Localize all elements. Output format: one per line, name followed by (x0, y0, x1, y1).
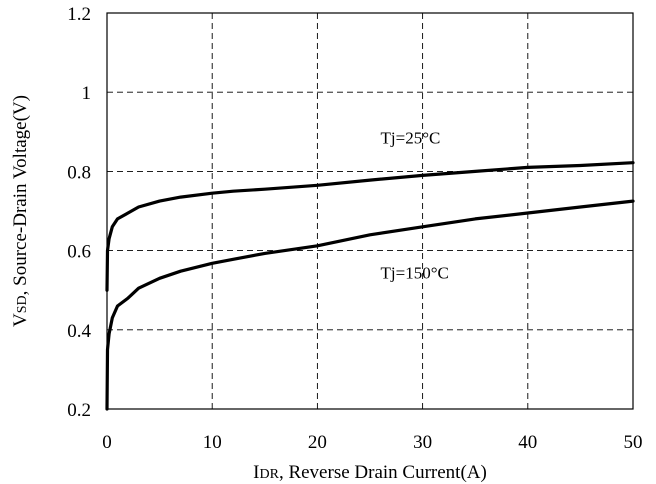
series-line-1 (105, 161, 635, 292)
x-tick-label: 0 (102, 432, 112, 453)
series-layer (105, 161, 635, 411)
tick-labels: 0 10 20 30 40 50 0.2 0.4 0.6 0.8 1 1.2 (67, 4, 642, 453)
x-axis-label: IDR, Reverse Drain Current(A) (253, 462, 487, 483)
y-tick-label: 1 (82, 83, 92, 104)
curve-label-2: Tj=150°C (381, 263, 449, 282)
y-tick-label: 0.2 (67, 400, 91, 421)
series-line-2 (105, 199, 635, 411)
y-tick-label: 0.8 (67, 162, 91, 183)
x-tick-label: 40 (518, 432, 537, 453)
y-tick-label: 0.4 (67, 321, 91, 342)
plot-frame (106, 12, 634, 410)
y-axis-label: VSD, Source-Drain Voltage(V) (10, 95, 31, 327)
curve-labels: Tj=25°C Tj=150°C (381, 129, 449, 283)
y-tick-label: 0.6 (67, 242, 91, 263)
curve-label-1: Tj=25°C (381, 129, 441, 148)
x-tick-label: 50 (624, 432, 643, 453)
x-tick-label: 10 (203, 432, 222, 453)
x-tick-label: 30 (413, 432, 432, 453)
y-tick-label: 1.2 (67, 4, 91, 25)
x-tick-label: 20 (308, 432, 327, 453)
grid-lines (107, 13, 633, 409)
